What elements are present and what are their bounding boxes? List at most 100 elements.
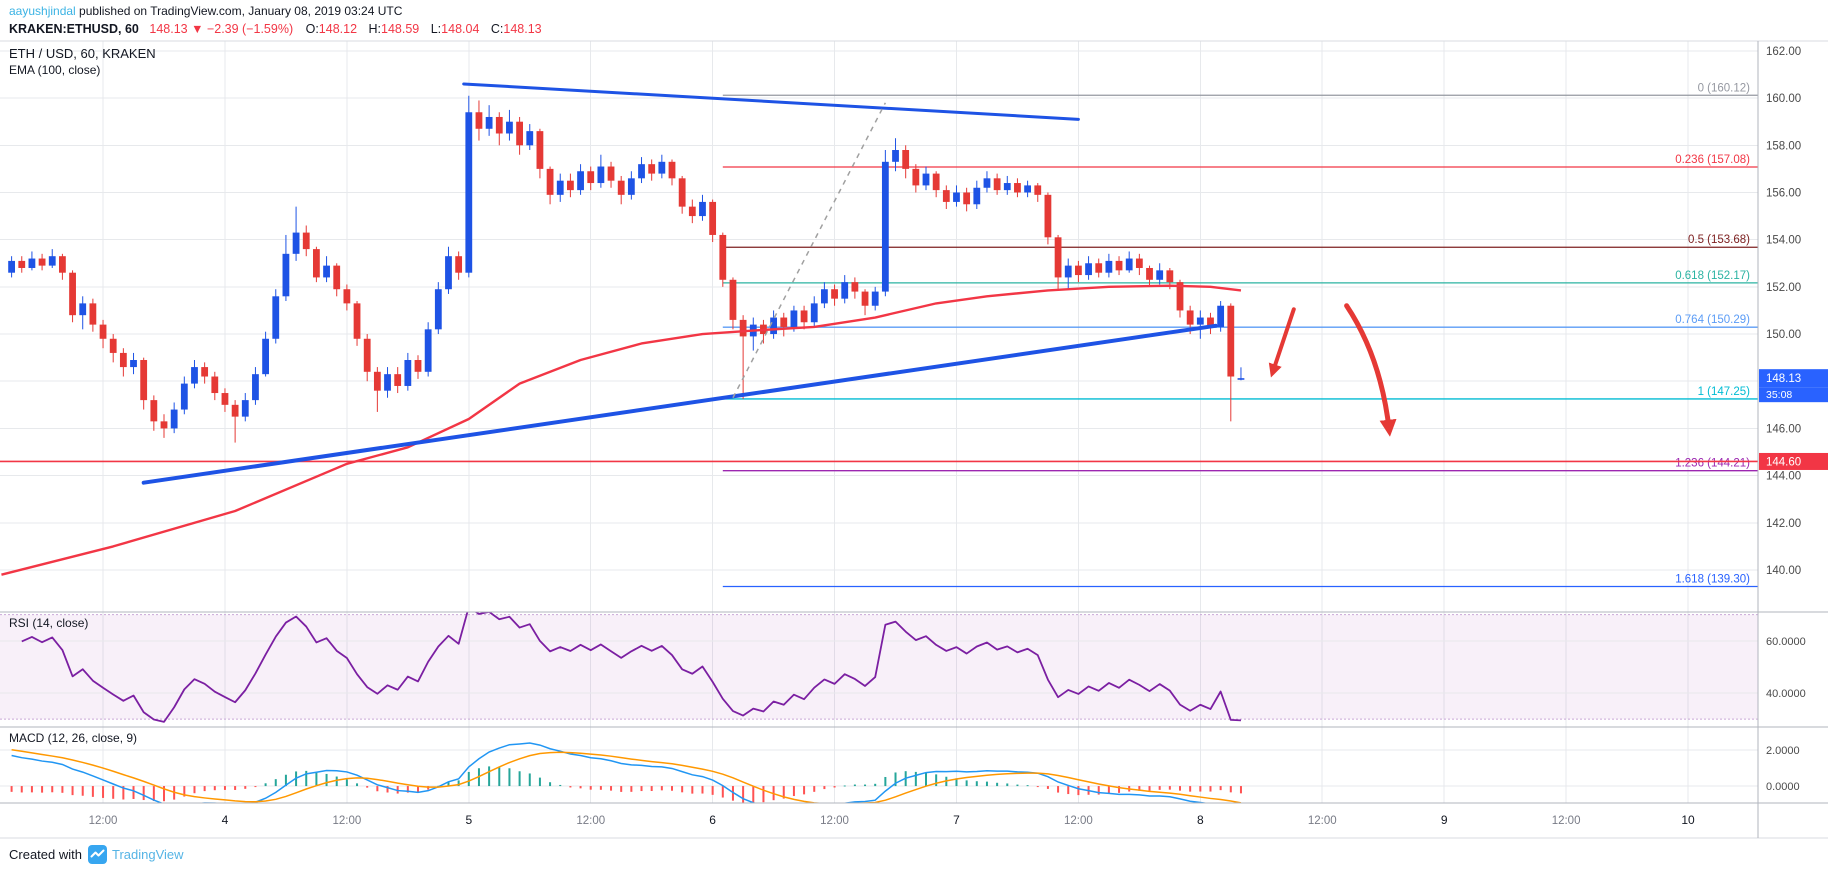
macd-histogram-bar: [234, 786, 237, 790]
candle-body: [485, 116, 493, 129]
candle-body: [211, 376, 219, 394]
candle-body: [770, 317, 777, 335]
macd-histogram-bar: [1138, 786, 1141, 791]
macd-histogram-bar: [569, 786, 572, 788]
macd-histogram-bar: [213, 786, 216, 791]
candle-body: [1044, 194, 1052, 238]
price-axis[interactable]: 162.00 160.00 158.00 156.00 154.00 152.00 150.…: [1759, 46, 1828, 793]
candle-body: [780, 317, 788, 327]
ohlc-open: O:148.12: [305, 22, 358, 36]
macd-histogram-bar: [864, 784, 867, 787]
macd-histogram-bar: [91, 786, 94, 797]
candle-body: [1176, 282, 1184, 311]
macd-histogram-bar: [691, 786, 694, 794]
candle-body: [932, 173, 940, 191]
ema-indicator-legend[interactable]: EMA (100, close): [9, 63, 101, 77]
price-axis-label: 160.00: [1766, 93, 1801, 105]
main-pane-legend[interactable]: ETH / USD, 60, KRAKEN: [9, 46, 156, 61]
macd-histogram-bar: [376, 786, 379, 792]
candle-body: [536, 131, 544, 169]
candle-body: [272, 296, 280, 339]
fib-label: 1.236 (144.21): [1675, 458, 1750, 470]
candle-body: [953, 192, 960, 202]
candle-body: [922, 173, 930, 186]
macd-histogram-bar: [528, 773, 531, 787]
candle-body: [587, 171, 595, 184]
macd-axis-label: 0.0000: [1766, 781, 1800, 793]
macd-histogram-bar: [244, 786, 247, 789]
macd-histogram-bar: [660, 786, 663, 791]
ohlc-low: L:148.04: [430, 22, 480, 36]
candle-body: [1125, 258, 1133, 271]
candle-body: [821, 289, 828, 304]
candle-body: [719, 234, 727, 280]
macd-histogram-bar: [721, 786, 724, 798]
price-change: ▼ −2.39 (−1.59%): [191, 22, 294, 36]
macd-histogram-bar: [589, 786, 592, 790]
attribution-line: aayushjindal published on TradingView.co…: [9, 4, 402, 18]
macd-histogram-bar: [1189, 786, 1192, 792]
time-axis[interactable]: 12:00 4 12:00 5 12:00 6 12:00 7 12:00 8 12:00 9 12:0…: [89, 813, 1695, 827]
candle-body: [119, 352, 127, 368]
macd-histogram-bar: [559, 784, 562, 787]
candle-body: [262, 338, 269, 375]
down-arrow-annotation[interactable]: [1344, 303, 1397, 437]
macd-histogram-bar: [10, 786, 13, 792]
macd-histogram-bar: [1016, 784, 1019, 787]
price-axis-label: 156.00: [1766, 187, 1801, 199]
macd-axis-label: 2.0000: [1766, 745, 1800, 757]
candle-body: [861, 291, 869, 306]
macd-histogram-bar: [102, 786, 105, 798]
candle-body: [99, 324, 107, 339]
candle-body: [130, 360, 137, 368]
candle-body: [201, 367, 209, 377]
macd-histogram-bar: [782, 786, 785, 799]
candle-body: [983, 178, 991, 188]
candle-body: [1085, 263, 1092, 276]
candle-body: [373, 371, 381, 391]
candle-body: [678, 178, 686, 207]
candle-body: [577, 171, 584, 191]
macd-pane-title[interactable]: MACD (12, 26, close, 9): [9, 731, 138, 745]
main-pane: [1, 82, 1397, 576]
macd-histogram-bar: [223, 786, 226, 790]
pane-separators: [0, 40, 1828, 839]
down-arrow-annotation[interactable]: [1268, 307, 1296, 378]
rsi-pane-title[interactable]: RSI (14, close): [9, 616, 89, 630]
candle-body: [1135, 258, 1143, 268]
macd-histogram-bar: [610, 786, 613, 791]
macd-histogram-bar: [163, 786, 165, 802]
candle-body: [831, 289, 838, 299]
fib-label: 0.5 (153.68): [1688, 234, 1750, 246]
macd-histogram-bar: [965, 780, 968, 787]
candle-body: [180, 383, 188, 410]
candle-body: [1003, 183, 1011, 191]
alert-price-label: [1759, 452, 1828, 470]
candle-body: [881, 161, 889, 292]
ohlc-close: C:148.13: [490, 22, 542, 36]
countdown-label: [1759, 387, 1828, 403]
candle-body: [607, 166, 615, 181]
fib-label: 0.618 (152.17): [1675, 270, 1750, 282]
candle-body: [445, 256, 452, 290]
candle-body: [282, 253, 290, 297]
macd-histogram-bar: [325, 773, 328, 787]
macd-histogram-bar: [935, 774, 938, 787]
macd-histogram-bar: [447, 781, 450, 787]
candle-body: [434, 289, 442, 330]
time-axis-day-label: 10: [1681, 813, 1695, 827]
support-trendline[interactable]: [141, 323, 1218, 485]
resistance-trendline[interactable]: [462, 82, 1080, 121]
macd-histogram-bar: [630, 786, 633, 792]
macd-histogram-bar: [955, 778, 958, 787]
time-axis-hour-label: 12:00: [89, 815, 118, 827]
tradingview-logo-icon[interactable]: [87, 844, 107, 864]
candle-body: [48, 256, 56, 266]
price-axis-label: 146.00: [1766, 423, 1801, 435]
candle-body: [1207, 317, 1214, 327]
author-link[interactable]: aayushjindal: [9, 4, 76, 18]
fib-label: 0.764 (150.29): [1675, 314, 1750, 326]
tradingview-wordmark[interactable]: TradingView: [111, 846, 184, 862]
